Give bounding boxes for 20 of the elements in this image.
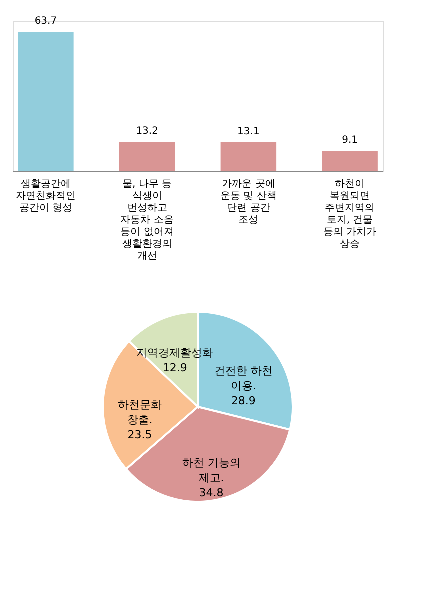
bar	[322, 151, 378, 171]
x-tick-label: 하천이 복원되면 주변지역의 토지, 건물 등의 가치가 상승	[323, 179, 377, 250]
data-label: 9.1	[342, 135, 358, 146]
slice-label: 하천문화 창출.	[118, 398, 162, 427]
bar	[220, 142, 277, 171]
data-label: 63.7	[34, 16, 58, 28]
bar	[18, 32, 74, 171]
data-label: 34.8	[199, 486, 224, 500]
slice-label: 하천 기능의 제고.	[182, 456, 241, 484]
slice-label: 건전한 하천 이용.	[214, 364, 273, 392]
data-label: 23.5	[128, 428, 152, 442]
x-tick-label: 가까운 곳에 운동 및 산책 단련 공간 조성	[220, 179, 277, 226]
bar	[119, 142, 176, 171]
data-label: 13.2	[136, 126, 158, 138]
slice-label: 지역경제활성화	[136, 346, 214, 360]
x-tick-label: 물, 나무 등 식생이 번성하고 자동차 소음 등이 없어져 생활환경의 개선	[120, 179, 174, 262]
data-label: 28.9	[231, 394, 256, 408]
x-tick-label: 생활공간에 자연친화적인 공간이 형성	[16, 179, 76, 214]
data-label: 13.1	[238, 126, 260, 138]
data-label: 12.9	[162, 362, 188, 375]
